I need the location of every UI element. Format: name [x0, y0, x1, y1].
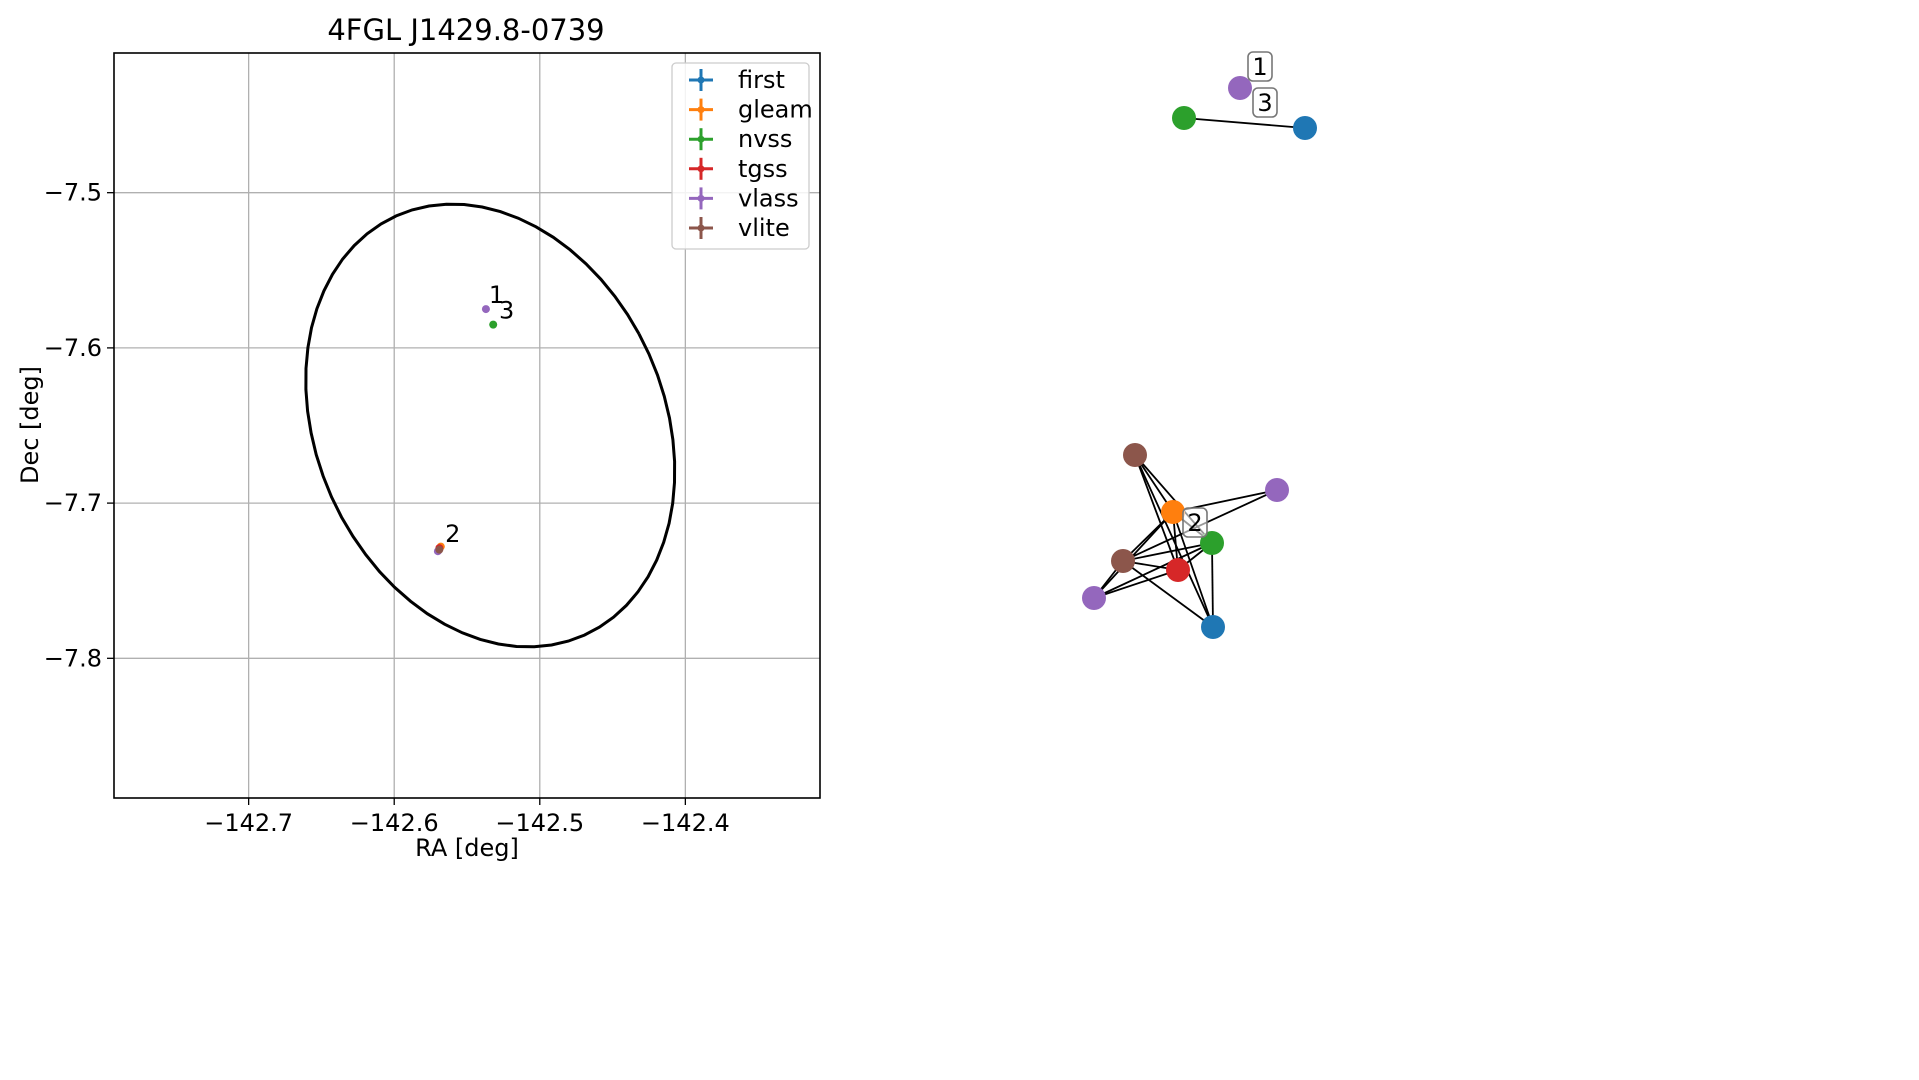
graph-node-nvss [1172, 106, 1196, 130]
annotation-label: 3 [499, 296, 514, 324]
graph-panel: 1 3 2 [1082, 51, 1317, 639]
graph-label-box [1247, 51, 1273, 82]
error-ellipse-layer [304, 202, 677, 649]
scatter-panel: 4FGL J1429.8-0739 13 2 −142.7 −142.6 −142.5… [16, 13, 821, 862]
graph-node-vlite [1123, 443, 1147, 467]
y-tick-label: −7.5 [44, 179, 102, 207]
graph-label: 2 [1187, 509, 1202, 537]
legend-label-vlite: vlite [738, 214, 790, 242]
x-axis-label: RA [deg] [415, 834, 519, 862]
annotation-label: 2 [445, 520, 460, 548]
y-tick-label: −7.7 [44, 489, 102, 517]
point-vlass [481, 305, 490, 314]
legend-dot-vlass [697, 194, 705, 202]
graph-edge [1211, 542, 1214, 628]
y-tick-label: −7.6 [44, 334, 102, 362]
x-tick-label: −142.7 [204, 809, 293, 837]
x-tick-label: −142.4 [641, 809, 730, 837]
axis-ticks: −142.7 −142.6 −142.5 −142.4 −7.5 −7.6 −7.7 −7.8 [44, 179, 730, 837]
legend-label-tgss: tgss [738, 155, 788, 183]
error-ellipse [304, 202, 677, 649]
graph-node-gleam [1161, 500, 1185, 524]
graph-edge [1122, 560, 1214, 628]
point-annotations: 13 2 [445, 281, 514, 548]
graph-edge [1134, 454, 1214, 628]
graph-edge [1172, 511, 1214, 628]
x-tick-label: −142.6 [350, 809, 439, 837]
graph-node-vlass [1228, 76, 1252, 100]
source-points [433, 305, 498, 556]
legend-dot-nvss [697, 135, 705, 143]
legend-label-nvss: nvss [738, 125, 792, 153]
legend-dot-vlite [697, 224, 705, 232]
graph-label-box [1252, 87, 1278, 118]
plot-frame [113, 52, 821, 799]
graph-nodes [1082, 76, 1317, 639]
graph-edge [1183, 117, 1306, 129]
legend-dot-tgss [697, 165, 705, 173]
graph-label: 1 [1252, 53, 1267, 81]
legend-dot-first [697, 76, 705, 84]
y-axis-label: Dec [deg] [16, 366, 44, 484]
graph-node-nvss [1200, 531, 1224, 555]
y-tick-label: −7.8 [44, 644, 102, 672]
legend-label-vlass: vlass [738, 184, 799, 212]
graph-edge [1093, 542, 1213, 599]
legend-dot-gleam [697, 106, 705, 114]
legend-label-first: first [738, 66, 785, 94]
graph-node-first [1293, 116, 1317, 140]
graph-node-vlite [1111, 549, 1135, 573]
graph-node-vlass [1265, 478, 1289, 502]
point-vlite [435, 545, 444, 554]
graph-node-first [1201, 615, 1225, 639]
graph-edge [1122, 542, 1213, 562]
plot-title: 4FGL J1429.8-0739 [327, 13, 604, 47]
graph-edge [1093, 569, 1179, 599]
graph-label-box [1182, 507, 1208, 538]
legend-label-gleam: gleam [738, 96, 813, 124]
graph-edge [1093, 511, 1174, 599]
point-nvss [489, 320, 498, 329]
graph-node-vlass [1082, 586, 1106, 610]
x-tick-label: −142.5 [495, 809, 584, 837]
graph-labels: 1 3 2 [1182, 51, 1278, 538]
annotation-label: 1 [489, 281, 504, 309]
graph-node-tgss [1166, 558, 1190, 582]
graph-label: 3 [1257, 89, 1272, 117]
